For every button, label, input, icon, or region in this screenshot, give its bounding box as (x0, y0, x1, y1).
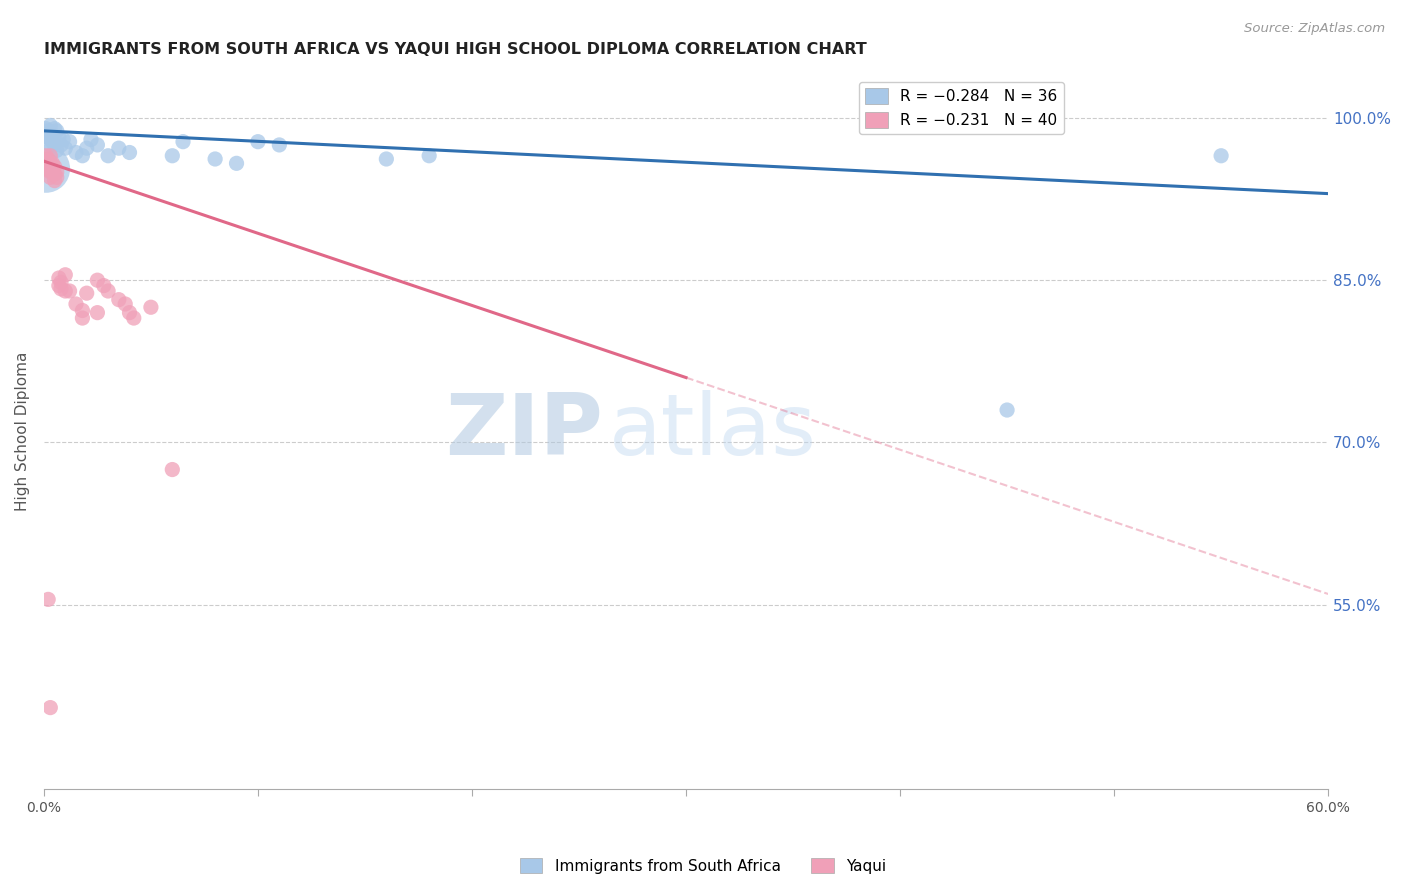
Point (107, 141, 129, 155)
Point (375, 152, 398, 166)
Point (118, 306, 141, 320)
Point (418, 149, 440, 163)
Point (86, 273, 108, 287)
Point (118, 145, 141, 160)
Point (162, 149, 184, 163)
Point (37, 130, 59, 145)
Point (35, 154, 58, 169)
Point (41, 127, 63, 141)
Point (39, 156, 62, 170)
Point (39, 170, 62, 185)
Point (76, 141, 98, 155)
Point (39, 132, 62, 146)
Point (246, 135, 269, 149)
Point (44, 121, 66, 136)
Point (52, 132, 75, 146)
Point (39, 700, 62, 714)
Point (35, 127, 58, 141)
Point (49, 276, 72, 290)
Point (122, 311, 145, 326)
Text: IMMIGRANTS FROM SOUTH AFRICA VS YAQUI HIGH SCHOOL DIPLOMA CORRELATION CHART: IMMIGRANTS FROM SOUTH AFRICA VS YAQUI HI… (44, 42, 866, 57)
Point (37, 162, 59, 177)
Point (76, 286, 98, 301)
Point (93, 278, 115, 293)
Point (39, 119, 62, 133)
Point (41, 156, 63, 170)
Point (45, 170, 67, 185)
Point (65, 297, 87, 311)
Point (58, 135, 80, 149)
Y-axis label: High School Diploma: High School Diploma (15, 352, 30, 511)
Point (162, 462, 184, 476)
Point (49, 282, 72, 296)
Text: ZIP: ZIP (444, 390, 603, 473)
Point (48, 271, 70, 285)
Point (225, 156, 247, 170)
Point (204, 152, 226, 166)
Point (44, 137, 66, 152)
Point (48, 278, 70, 293)
Point (39, 165, 62, 179)
Point (41, 135, 63, 149)
Point (72, 311, 94, 326)
Point (44, 167, 66, 181)
Point (97, 149, 120, 163)
Text: Source: ZipAtlas.com: Source: ZipAtlas.com (1244, 22, 1385, 36)
Point (39, 137, 62, 152)
Point (53, 141, 76, 155)
Legend: Immigrants from South Africa, Yaqui: Immigrants from South Africa, Yaqui (513, 852, 893, 880)
Point (48, 130, 70, 145)
Point (97, 284, 120, 298)
Point (269, 137, 291, 152)
Point (44, 160, 66, 174)
Point (45, 124, 67, 138)
Legend: R = −0.284   N = 36, R = −0.231   N = 40: R = −0.284 N = 36, R = −0.231 N = 40 (859, 82, 1064, 134)
Point (53, 268, 76, 282)
Point (35, 149, 58, 163)
Point (53, 284, 76, 298)
Point (80, 132, 103, 146)
Point (114, 297, 136, 311)
Point (1211, 149, 1233, 163)
Point (35, 121, 58, 136)
Point (139, 300, 162, 314)
Point (39, 149, 62, 163)
Point (65, 145, 87, 160)
Point (86, 306, 108, 320)
Text: atlas: atlas (609, 390, 817, 473)
Point (37, 124, 59, 138)
Point (995, 403, 1018, 417)
Point (49, 137, 72, 152)
Point (86, 137, 108, 152)
Point (58, 284, 80, 298)
Point (72, 149, 94, 163)
Point (35, 161, 58, 176)
Point (37, 156, 59, 170)
Point (172, 135, 194, 149)
Point (107, 293, 129, 307)
Point (45, 144, 67, 158)
Point (35, 160, 58, 174)
Point (37, 152, 59, 166)
Point (37, 592, 59, 607)
Point (72, 303, 94, 318)
Point (45, 165, 67, 179)
Point (41, 162, 63, 177)
Point (44, 174, 66, 188)
